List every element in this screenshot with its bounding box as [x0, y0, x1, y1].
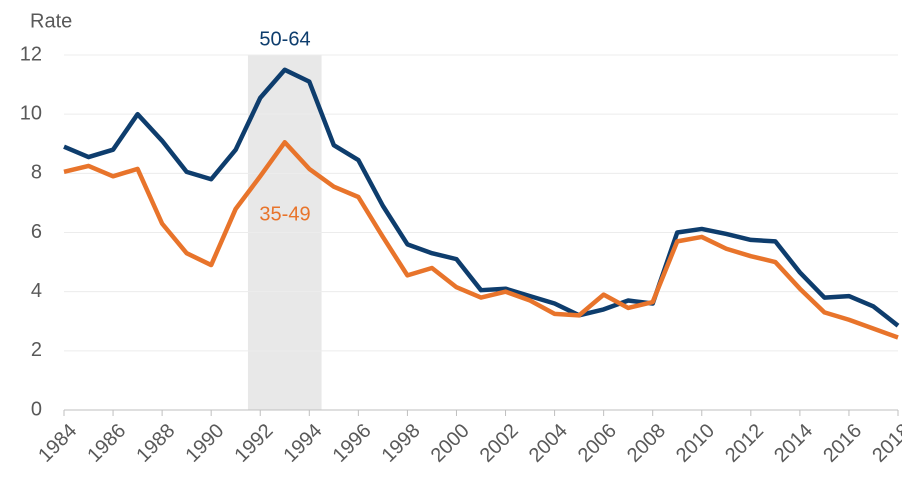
y-tick-label: 12 [20, 43, 42, 65]
series-line [63, 140, 899, 340]
x-tick-label: 2018 [868, 420, 902, 467]
x-tick-label: 1990 [181, 420, 228, 467]
x-tick-label: 2004 [525, 420, 572, 467]
y-tick-label: 4 [31, 280, 42, 302]
x-tick-label: 2010 [672, 420, 719, 467]
x-tick-label: 1996 [329, 420, 376, 467]
x-tick-label: 1994 [280, 420, 327, 467]
x-tick-label: 2012 [721, 420, 768, 467]
y-tick-label: 10 [20, 102, 42, 124]
y-tick-label: 0 [31, 398, 42, 420]
x-tick-label: 2000 [427, 420, 474, 467]
series-label: 35-49 [259, 203, 310, 225]
x-tick-label: 2002 [476, 420, 523, 467]
y-tick-label: 8 [31, 162, 42, 184]
y-tick-label: 2 [31, 339, 42, 361]
x-tick-label: 1984 [34, 420, 81, 467]
series-line [63, 67, 900, 328]
x-tick-label: 2016 [819, 420, 866, 467]
y-axis-label: Rate [30, 10, 72, 32]
x-tick-label: 1998 [378, 420, 425, 467]
x-tick-label: 2014 [770, 420, 817, 467]
x-tick-label: 2008 [623, 420, 670, 467]
x-tick-label: 1988 [132, 420, 179, 467]
x-tick-label: 2006 [574, 420, 621, 467]
x-tick-label: 1992 [230, 420, 277, 467]
series-label: 50-64 [259, 28, 310, 50]
x-tick-label: 1986 [83, 420, 130, 467]
y-tick-label: 6 [31, 221, 42, 243]
